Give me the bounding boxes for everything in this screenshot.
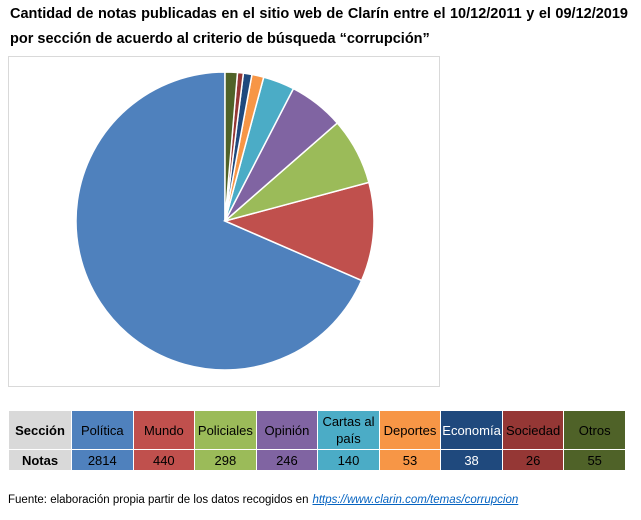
- count-cell: 53: [378, 449, 442, 471]
- count-cell: 55: [563, 449, 626, 471]
- section-cell: Sociedad: [501, 410, 565, 450]
- count-cell: 38: [440, 449, 503, 471]
- count-header: Notas: [8, 449, 72, 471]
- section-cell: Mundo: [132, 410, 196, 450]
- count-cell: 2814: [71, 449, 134, 471]
- section-cell: Opinión: [255, 410, 319, 450]
- section-cell: Deportes: [378, 410, 442, 450]
- source-note: Fuente: elaboración propia partir de los…: [8, 494, 518, 506]
- section-cell: Policiales: [194, 410, 257, 450]
- pie-slice-política: [75, 71, 363, 371]
- section-header: Sección: [8, 410, 72, 450]
- count-cell: 298: [194, 449, 257, 471]
- count-cell: 26: [501, 449, 565, 471]
- count-cell: 140: [317, 449, 380, 471]
- source-link[interactable]: https://www.clarin.com/temas/corrupcion: [312, 494, 519, 506]
- section-cell: Cartas al país: [317, 410, 380, 450]
- count-cell: 246: [255, 449, 319, 471]
- data-table: Sección Política Mundo Policiales Opinión Ca…: [8, 410, 626, 471]
- pie-chart: [75, 71, 375, 371]
- section-cell: Política: [71, 410, 134, 450]
- pie-slice-mundo: [222, 181, 375, 282]
- section-cell: Economía: [440, 410, 503, 450]
- chart-title: Cantidad de notas publicadas en el sitio…: [10, 6, 628, 47]
- section-row: Sección Política Mundo Policiales Opinión Ca…: [8, 410, 626, 450]
- pie-slice-otros: [224, 71, 239, 222]
- section-cell: Otros: [563, 410, 626, 450]
- pie-chart-area: [8, 56, 440, 387]
- count-cell: 440: [132, 449, 196, 471]
- count-row: Notas 2814 440 298 246 140 53 38 26 55: [8, 449, 626, 471]
- source-text: Fuente: elaboración propia partir de los…: [8, 494, 309, 506]
